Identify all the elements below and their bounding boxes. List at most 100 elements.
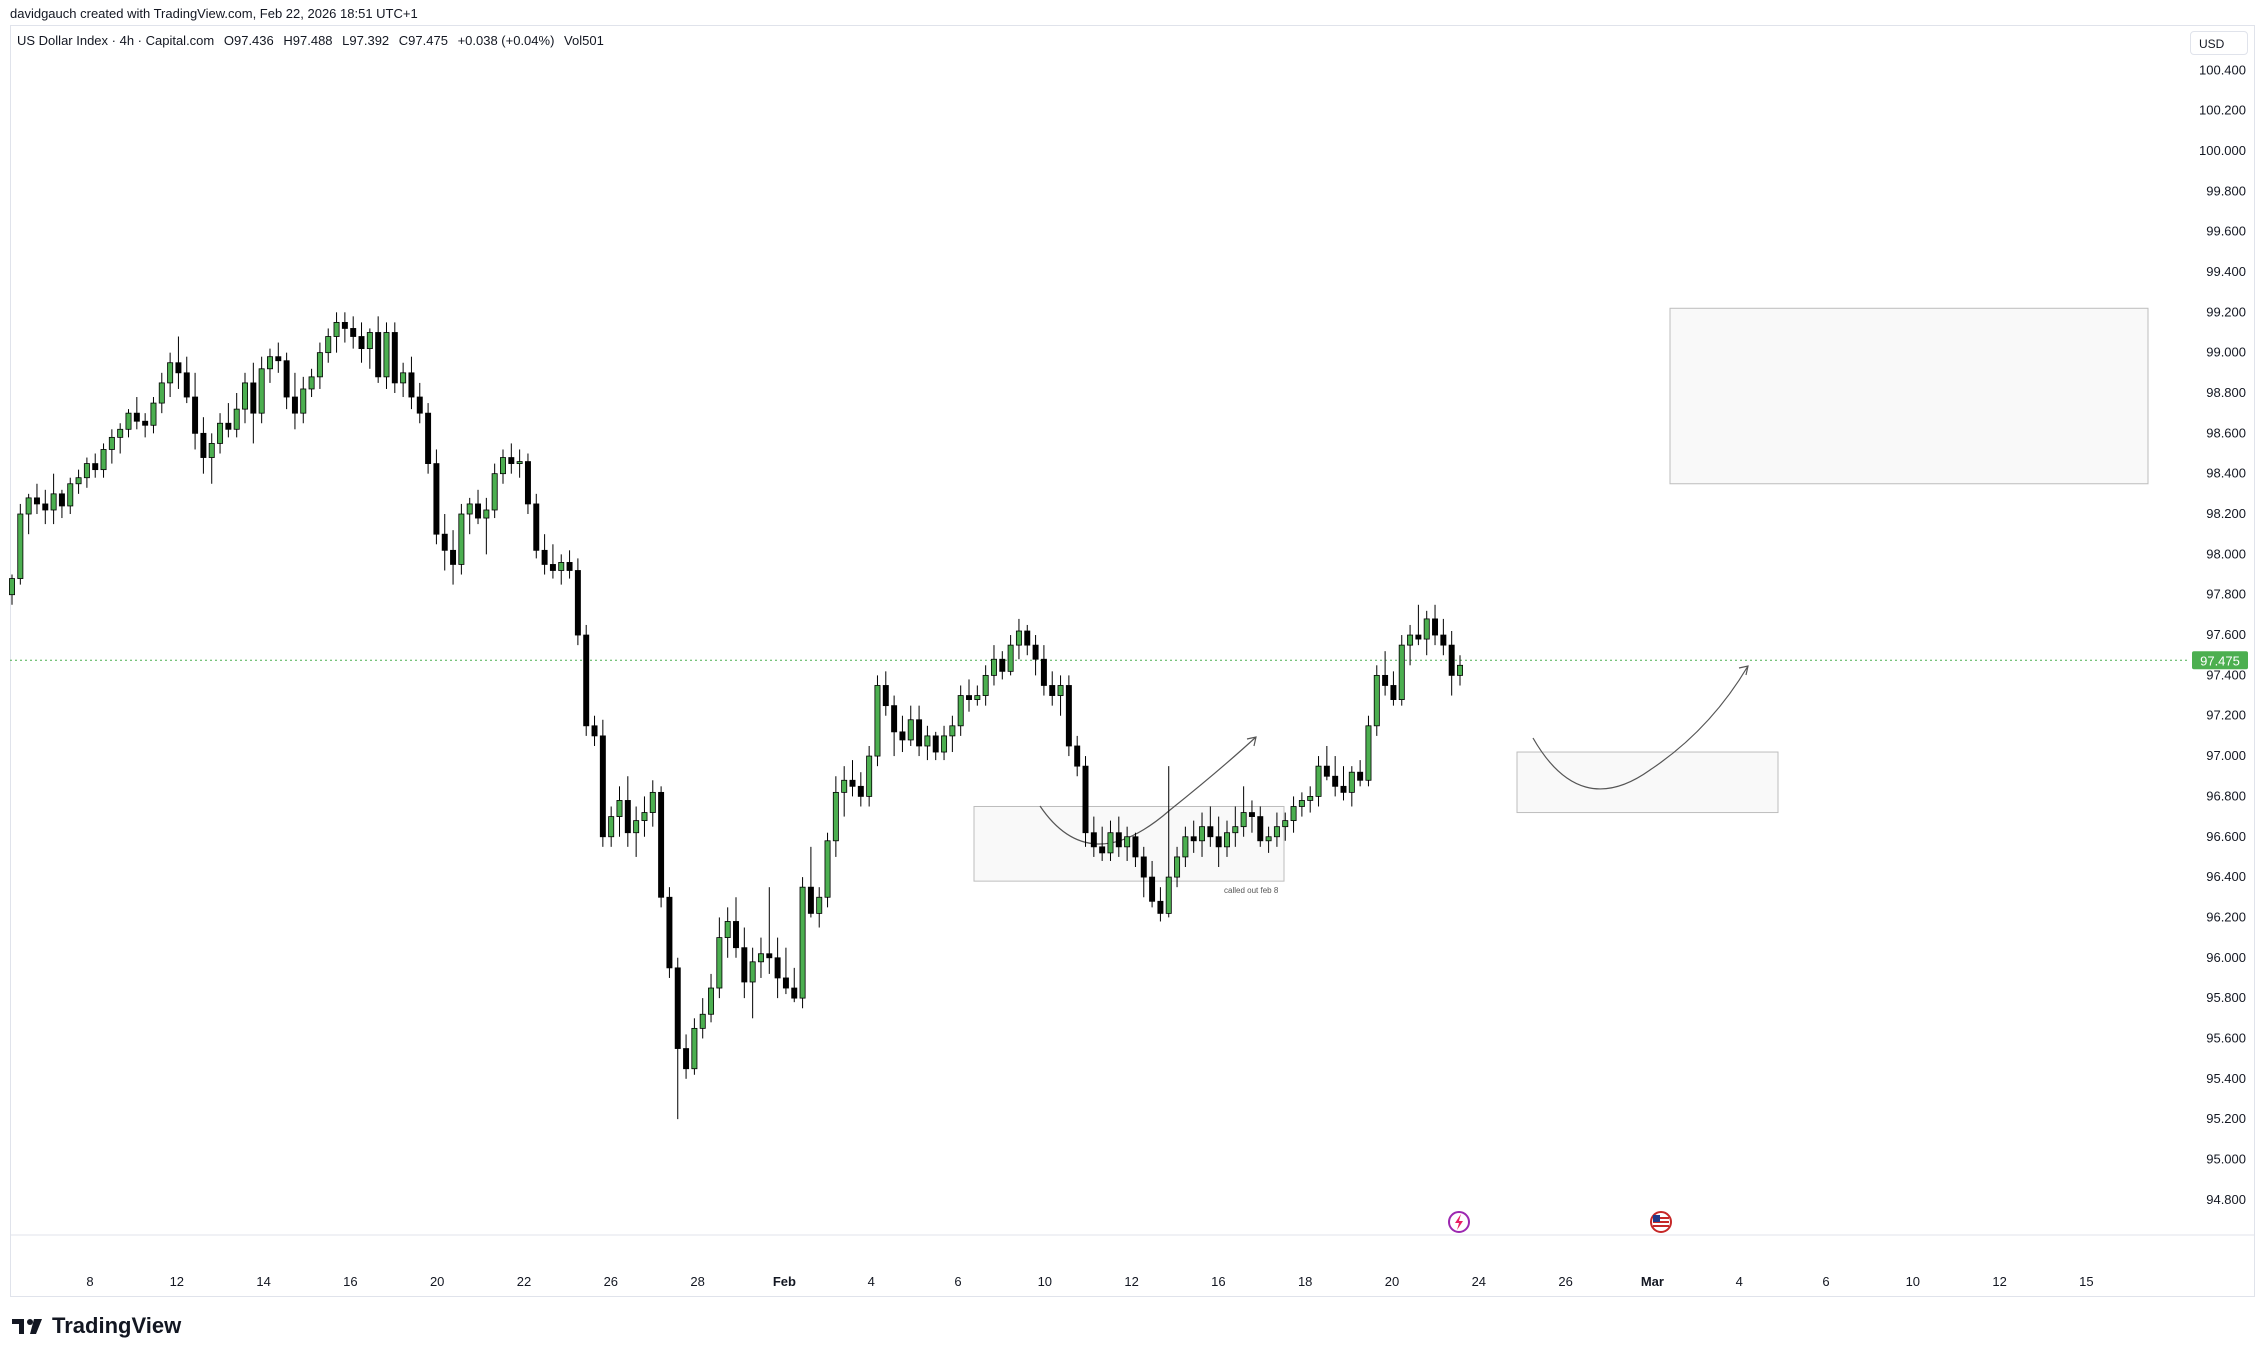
- resistance-zone-rectangle[interactable]: [1669, 307, 2149, 485]
- time-tick-label: 4: [1736, 1274, 1743, 1289]
- candle: [1049, 671, 1056, 706]
- candle: [183, 356, 190, 404]
- candle: [558, 554, 565, 585]
- zone-note-label: called out feb 8: [1224, 886, 1279, 895]
- candle: [133, 397, 140, 430]
- price-tick-label: 98.600: [2206, 425, 2246, 440]
- candle: [1240, 786, 1247, 837]
- time-tick-label: 18: [1298, 1274, 1312, 1289]
- candle: [1199, 812, 1206, 857]
- candle: [866, 745, 873, 807]
- price-tick-label: 97.600: [2206, 627, 2246, 642]
- candle: [58, 489, 65, 519]
- candle: [724, 907, 731, 958]
- candle: [92, 453, 99, 478]
- candle: [1265, 826, 1272, 853]
- candle: [250, 362, 257, 444]
- candle: [1382, 651, 1389, 696]
- time-tick-label: 14: [256, 1274, 270, 1289]
- price-tick-label: 99.000: [2206, 345, 2246, 360]
- price-tick-label: 96.400: [2206, 869, 2246, 884]
- price-tick-label: 99.600: [2206, 224, 2246, 239]
- currency-button[interactable]: USD: [2190, 31, 2248, 55]
- drawing-annotations[interactable]: called out feb 8: [973, 307, 2149, 895]
- time-tick-label: 20: [1385, 1274, 1399, 1289]
- candle: [1357, 760, 1364, 787]
- price-tick-label: 97.000: [2206, 748, 2246, 763]
- candle: [766, 887, 773, 974]
- candle: [924, 725, 931, 761]
- candle: [1215, 816, 1222, 868]
- candle: [175, 336, 182, 389]
- time-tick-label: 8: [86, 1274, 93, 1289]
- candle: [383, 322, 390, 389]
- candle: [1032, 635, 1039, 676]
- time-tick-label: 16: [1211, 1274, 1225, 1289]
- candle: [508, 443, 515, 474]
- low-value: L97.392: [342, 33, 390, 48]
- candle: [583, 624, 590, 736]
- price-tick-label: 98.800: [2206, 385, 2246, 400]
- projection-arrow-past[interactable]: [1039, 736, 1257, 845]
- candle: [1140, 846, 1147, 898]
- candle: [708, 973, 715, 1023]
- candle: [1015, 618, 1022, 660]
- candle: [1298, 792, 1305, 817]
- time-tick-label: Feb: [773, 1274, 796, 1289]
- candle: [233, 392, 240, 438]
- candle: [1432, 604, 1439, 646]
- candle: [450, 530, 457, 585]
- candle: [400, 362, 407, 398]
- candle: [524, 453, 531, 515]
- time-tick-label: 12: [1992, 1274, 2006, 1289]
- time-tick-label: 16: [343, 1274, 357, 1289]
- target-zone-rectangle[interactable]: [1516, 751, 1779, 814]
- candle: [1248, 800, 1255, 833]
- candle: [1332, 756, 1339, 797]
- candle: [1149, 860, 1156, 908]
- candle: [475, 489, 482, 525]
- price-tick-label: 96.600: [2206, 829, 2246, 844]
- time-tick-label: 12: [1124, 1274, 1138, 1289]
- brand-name: TradingView: [52, 1313, 182, 1338]
- candle: [350, 316, 357, 349]
- candle: [1007, 635, 1014, 676]
- candle: [1365, 715, 1372, 787]
- candle: [999, 651, 1006, 680]
- chart-frame: [10, 25, 2255, 1297]
- tradingview-logo[interactable]: TradingView: [12, 1313, 181, 1339]
- candle: [242, 372, 248, 424]
- candle: [1040, 645, 1047, 696]
- price-tick-label: 100.400: [2199, 62, 2246, 77]
- time-tick-label: 6: [1822, 1274, 1829, 1289]
- candle: [217, 413, 224, 454]
- price-tick-label: 95.800: [2206, 990, 2246, 1005]
- candle: [1390, 671, 1397, 706]
- candle: [458, 503, 465, 575]
- price-axis[interactable]: 100.400 100.200 100.000 99.800 99.600 99.400 9…: [2199, 62, 2246, 1207]
- us-flag-event-icon[interactable]: [1650, 1211, 1672, 1233]
- projection-arrow-future[interactable]: [1532, 665, 1749, 790]
- candle: [541, 534, 548, 575]
- candle: [599, 719, 606, 847]
- symbol-name[interactable]: US Dollar Index · 4h · Capital.com: [17, 33, 215, 48]
- candle: [1415, 604, 1422, 646]
- price-tick-label: 99.800: [2206, 183, 2246, 198]
- symbol-header[interactable]: US Dollar Index · 4h · Capital.com O97.4…: [17, 33, 610, 48]
- lightning-event-icon[interactable]: [1448, 1211, 1470, 1233]
- price-tick-label: 96.000: [2206, 950, 2246, 965]
- price-tick-label: 97.400: [2206, 667, 2246, 682]
- candle: [1273, 812, 1280, 847]
- price-tick-label: 94.800: [2206, 1192, 2246, 1207]
- price-tick-label: 96.800: [2206, 788, 2246, 803]
- candle: [816, 887, 823, 928]
- candle: [200, 417, 207, 474]
- candle: [408, 356, 415, 410]
- time-tick-label: 26: [604, 1274, 618, 1289]
- candle: [674, 957, 681, 1120]
- high-value: H97.488: [283, 33, 333, 48]
- candle: [1132, 832, 1139, 868]
- candle: [616, 786, 623, 837]
- time-axis[interactable]: 8 12 14 16 20 22 26 28 Feb 4 6 10 12 16 18 20 24 26 Mar 4 6 1…: [86, 1274, 2093, 1289]
